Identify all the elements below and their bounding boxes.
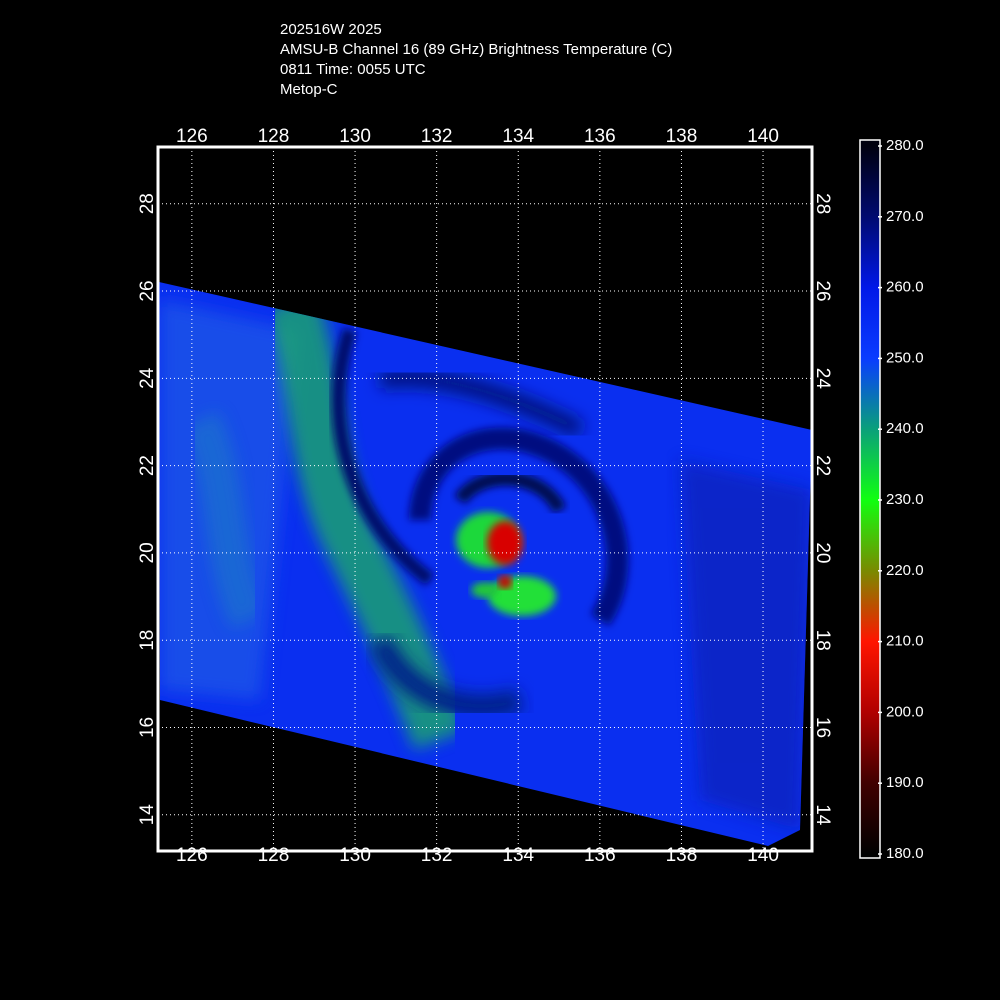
lat-tick-label: 24 bbox=[812, 368, 833, 390]
lon-tick-label: 130 bbox=[339, 126, 371, 147]
colorbar-tick-label: 250.0 bbox=[886, 349, 924, 366]
colorbar-tick-label: 210.0 bbox=[886, 633, 924, 650]
lon-tick-label: 128 bbox=[258, 126, 290, 147]
lon-tick-label: 140 bbox=[747, 126, 779, 147]
colorbar-tick-label: 180.0 bbox=[886, 845, 924, 862]
lon-tick-label: 126 bbox=[176, 126, 208, 147]
lon-tick-label: 132 bbox=[421, 845, 453, 866]
colorbar bbox=[859, 139, 881, 859]
grid bbox=[158, 147, 812, 851]
title-line: 0811 Time: 0055 UTC bbox=[280, 61, 426, 78]
lat-tick-label: 26 bbox=[137, 280, 158, 301]
lat-tick-label: 18 bbox=[812, 630, 833, 651]
colorbar-tick-label: 220.0 bbox=[886, 562, 924, 579]
lat-tick-label: 24 bbox=[137, 367, 158, 389]
colorbar-tick-label: 260.0 bbox=[886, 279, 924, 296]
map-frame bbox=[156, 145, 814, 853]
colorbar-tick-label: 200.0 bbox=[886, 703, 924, 720]
lat-tick-label: 20 bbox=[812, 542, 833, 563]
colorbar-tick-label: 270.0 bbox=[886, 208, 924, 225]
lon-tick-label: 138 bbox=[666, 845, 698, 866]
colorbar-tick-label: 230.0 bbox=[886, 491, 924, 508]
lon-tick-label: 138 bbox=[666, 126, 698, 147]
lat-tick-label: 26 bbox=[812, 280, 833, 301]
title-line: AMSU-B Channel 16 (89 GHz) Brightness Te… bbox=[280, 41, 672, 58]
lat-tick-label: 14 bbox=[812, 804, 833, 826]
lon-tick-label: 136 bbox=[584, 126, 616, 147]
lat-tick-label: 16 bbox=[137, 717, 158, 738]
lon-tick-label: 136 bbox=[584, 845, 616, 866]
colorbar-tick-label: 190.0 bbox=[886, 774, 924, 791]
lon-tick-label: 132 bbox=[421, 126, 453, 147]
colorbar-tick-label: 280.0 bbox=[886, 137, 924, 154]
swath-image bbox=[159, 282, 812, 846]
lon-tick-label: 128 bbox=[258, 845, 290, 866]
lat-tick-label: 28 bbox=[812, 193, 833, 214]
lon-tick-label: 134 bbox=[502, 126, 534, 147]
lat-tick-label: 22 bbox=[137, 455, 158, 476]
lat-tick-label: 28 bbox=[137, 193, 158, 214]
lat-tick-label: 14 bbox=[137, 804, 158, 826]
lon-tick-label: 130 bbox=[339, 845, 371, 866]
title-line: 202516W 2025 bbox=[280, 21, 382, 38]
lon-tick-label: 140 bbox=[747, 845, 779, 866]
lat-tick-label: 20 bbox=[137, 542, 158, 563]
lat-tick-label: 18 bbox=[137, 630, 158, 651]
lon-tick-label: 134 bbox=[502, 845, 534, 866]
lat-tick-label: 16 bbox=[812, 717, 833, 738]
title-line: Metop-C bbox=[280, 81, 338, 98]
lat-tick-label: 22 bbox=[812, 455, 833, 476]
lon-tick-label: 126 bbox=[176, 845, 208, 866]
colorbar-tick-label: 240.0 bbox=[886, 420, 924, 437]
